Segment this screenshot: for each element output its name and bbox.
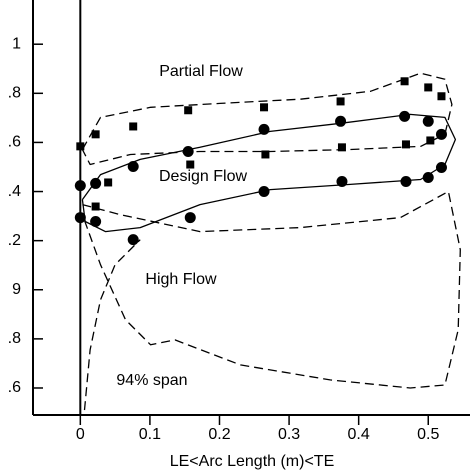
curve (83, 239, 141, 411)
square-marker (184, 106, 193, 115)
annotation: Design Flow (159, 168, 247, 185)
square-marker (426, 136, 435, 145)
square-marker (437, 92, 446, 101)
square-marker (261, 150, 270, 159)
square-marker (260, 103, 269, 112)
square-marker (129, 122, 138, 131)
square-marker (424, 83, 433, 92)
annotation: 94% span (116, 372, 187, 389)
y-tick-label: .8 (8, 330, 21, 347)
circle-marker (127, 234, 139, 246)
x-tick-label: 0.4 (348, 426, 370, 443)
y-tick-label: .2 (8, 232, 21, 249)
square-marker (76, 142, 85, 151)
curve (81, 190, 461, 389)
square-marker (186, 160, 195, 169)
x-tick-label: 0 (76, 426, 85, 443)
y-tick-label: 1 (12, 35, 21, 52)
square-marker (400, 77, 409, 86)
circle-marker (422, 172, 434, 184)
circle-marker (400, 175, 412, 187)
square-marker (336, 97, 345, 106)
curve (81, 113, 457, 233)
y-tick-label: .8 (8, 85, 21, 102)
annotation: Partial Flow (159, 63, 243, 80)
square-marker (401, 140, 410, 149)
circle-marker (399, 110, 411, 122)
square-marker (91, 202, 100, 211)
y-tick-label: .6 (8, 134, 21, 151)
y-tick-label: .6 (8, 379, 21, 396)
square-marker (337, 143, 346, 152)
circle-marker (90, 215, 102, 227)
x-axis-label: LE<Arc Length (m)<TE (170, 453, 335, 470)
circle-marker (335, 115, 347, 127)
y-tick-label: .4 (8, 183, 21, 200)
y-tick-label: 9 (12, 281, 21, 298)
x-tick-label: 0.2 (208, 426, 230, 443)
x-tick-label: 0.3 (278, 426, 300, 443)
x-tick-label: 0.5 (417, 426, 439, 443)
square-marker (104, 178, 113, 187)
x-tick-label: 0.1 (139, 426, 161, 443)
annotation: High Flow (145, 271, 217, 288)
circle-marker (184, 212, 196, 224)
circle-marker (74, 180, 86, 192)
circle-marker (422, 115, 434, 127)
square-marker (91, 130, 100, 139)
